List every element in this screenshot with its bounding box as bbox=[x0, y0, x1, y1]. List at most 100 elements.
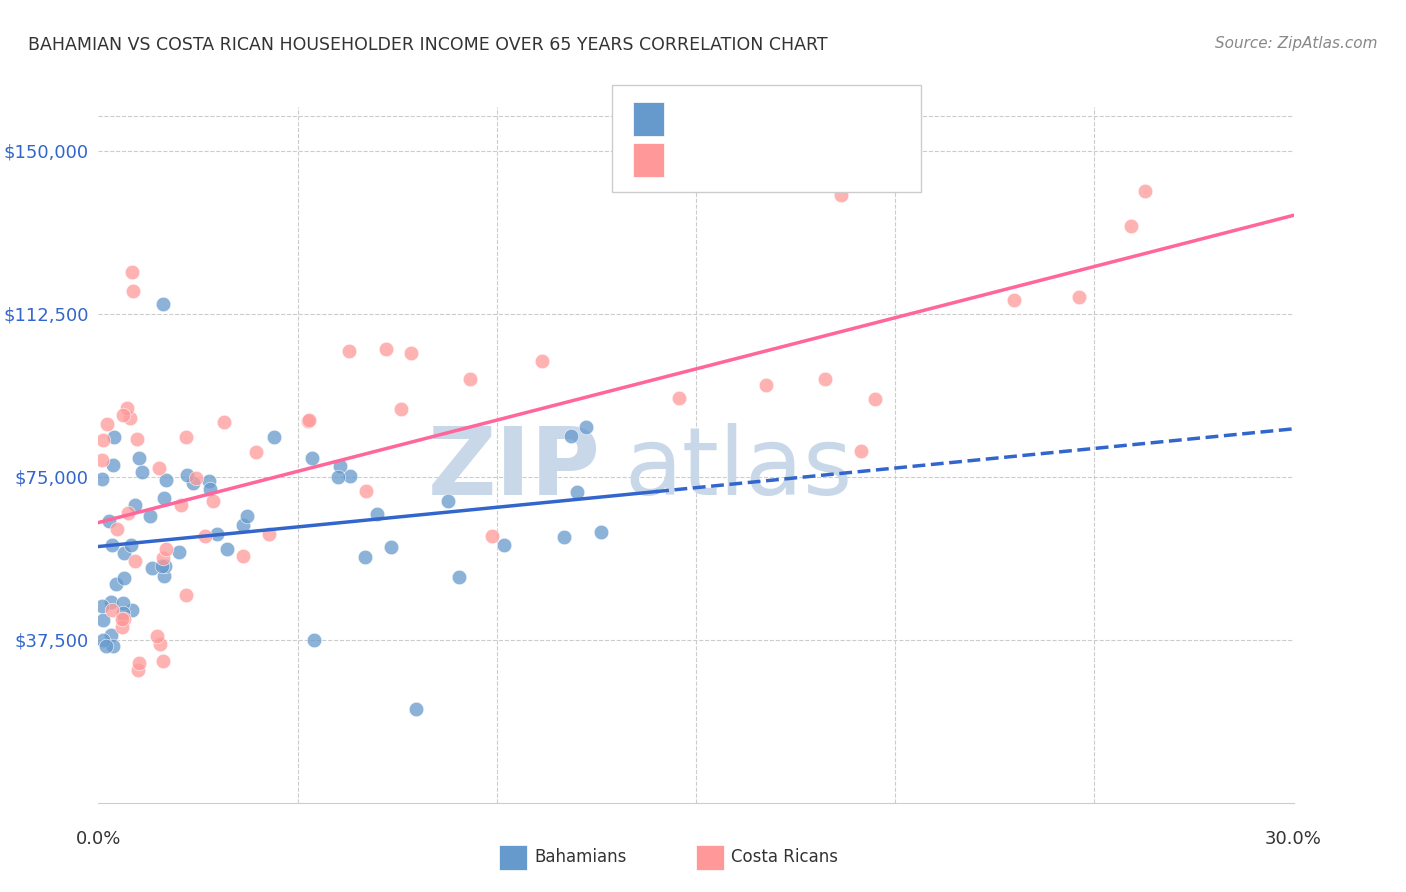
Point bbox=[141, 560, 163, 574]
Point bbox=[1133, 184, 1156, 198]
Point bbox=[366, 508, 388, 522]
Point bbox=[197, 474, 219, 488]
Point bbox=[297, 414, 319, 428]
Point bbox=[326, 470, 349, 484]
Point bbox=[176, 430, 198, 444]
Point bbox=[155, 558, 177, 573]
Point bbox=[118, 411, 141, 425]
Point bbox=[96, 417, 118, 432]
Point bbox=[91, 472, 114, 486]
Point bbox=[830, 187, 852, 202]
Point bbox=[131, 465, 153, 479]
Point bbox=[1002, 293, 1025, 307]
Point bbox=[152, 550, 174, 565]
Point bbox=[100, 628, 122, 642]
Point bbox=[155, 541, 177, 556]
Point bbox=[567, 484, 589, 499]
Point bbox=[111, 620, 134, 634]
Point bbox=[437, 494, 460, 508]
Point bbox=[553, 530, 575, 544]
Point bbox=[115, 401, 138, 416]
Point bbox=[460, 372, 482, 386]
Point bbox=[186, 471, 208, 485]
Point bbox=[181, 475, 204, 490]
Text: R = 0.241   N = 54: R = 0.241 N = 54 bbox=[672, 150, 873, 169]
Point bbox=[380, 541, 402, 555]
Point bbox=[329, 458, 352, 473]
Point bbox=[356, 483, 378, 498]
Point bbox=[176, 468, 198, 483]
Point bbox=[91, 434, 114, 448]
Point bbox=[103, 430, 125, 444]
Point bbox=[865, 392, 887, 406]
Point bbox=[121, 265, 143, 279]
Text: R = 0.061   N = 57: R = 0.061 N = 57 bbox=[672, 109, 872, 128]
Point bbox=[236, 508, 259, 523]
Point bbox=[339, 468, 361, 483]
Point bbox=[755, 378, 778, 392]
Point bbox=[128, 657, 150, 671]
Point bbox=[101, 639, 124, 653]
Point bbox=[849, 444, 872, 458]
Point bbox=[389, 401, 412, 416]
Point bbox=[301, 450, 323, 465]
Point bbox=[375, 342, 398, 356]
Point bbox=[111, 612, 134, 626]
Text: atlas: atlas bbox=[624, 423, 852, 515]
Text: 30.0%: 30.0% bbox=[1265, 830, 1322, 847]
Point bbox=[149, 637, 172, 651]
Point bbox=[101, 603, 124, 617]
Point bbox=[205, 527, 228, 541]
Point bbox=[91, 453, 114, 467]
Point bbox=[117, 506, 139, 520]
Point bbox=[447, 570, 470, 584]
Point bbox=[91, 599, 114, 613]
Point bbox=[104, 577, 127, 591]
Point bbox=[575, 419, 598, 434]
Point bbox=[152, 297, 174, 311]
Point bbox=[128, 450, 150, 465]
Point bbox=[167, 545, 190, 559]
Text: Costa Ricans: Costa Ricans bbox=[731, 848, 838, 866]
Point bbox=[354, 549, 377, 564]
Text: BAHAMIAN VS COSTA RICAN HOUSEHOLDER INCOME OVER 65 YEARS CORRELATION CHART: BAHAMIAN VS COSTA RICAN HOUSEHOLDER INCO… bbox=[28, 36, 828, 54]
Point bbox=[215, 542, 238, 557]
Point bbox=[170, 499, 193, 513]
Point bbox=[121, 284, 143, 298]
Point bbox=[125, 432, 148, 446]
Point bbox=[153, 491, 176, 505]
Point bbox=[112, 606, 135, 620]
Point bbox=[152, 558, 174, 573]
Point bbox=[1121, 219, 1143, 233]
Point bbox=[91, 613, 114, 627]
Point bbox=[212, 415, 235, 429]
Point bbox=[245, 445, 267, 459]
Point bbox=[120, 538, 142, 552]
Point bbox=[148, 461, 170, 475]
Point bbox=[668, 392, 690, 406]
Point bbox=[814, 372, 837, 386]
Point bbox=[105, 522, 128, 536]
Point bbox=[114, 546, 136, 560]
Point bbox=[94, 639, 117, 653]
Point bbox=[101, 458, 124, 472]
Point bbox=[298, 413, 321, 427]
Point bbox=[174, 588, 197, 602]
Point bbox=[101, 538, 124, 552]
Point bbox=[139, 508, 162, 523]
Point bbox=[114, 571, 136, 585]
Point bbox=[560, 428, 582, 442]
Text: 0.0%: 0.0% bbox=[76, 830, 121, 847]
Point bbox=[91, 633, 114, 648]
Text: ZIP: ZIP bbox=[427, 423, 600, 515]
Point bbox=[494, 538, 516, 552]
Point bbox=[153, 568, 176, 582]
Point bbox=[112, 596, 135, 610]
Point bbox=[304, 633, 326, 648]
Point bbox=[111, 408, 134, 422]
Point bbox=[337, 344, 360, 359]
Point bbox=[121, 603, 143, 617]
Point bbox=[194, 529, 217, 543]
Point bbox=[155, 473, 177, 487]
Point bbox=[232, 517, 254, 532]
